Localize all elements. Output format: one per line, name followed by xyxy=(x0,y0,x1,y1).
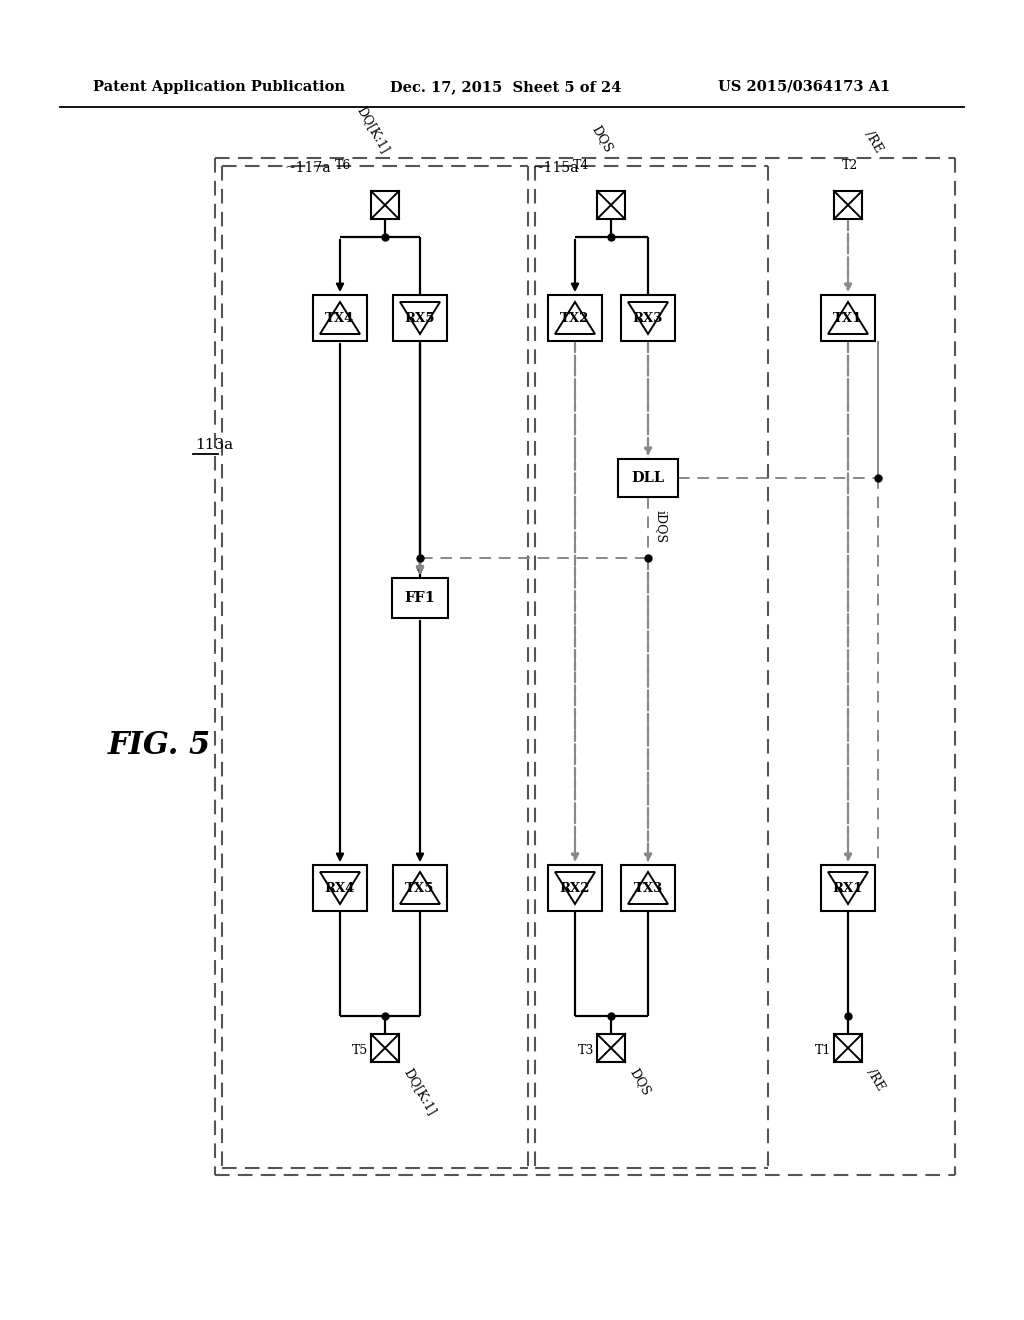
Bar xyxy=(548,294,602,341)
Text: TX4: TX4 xyxy=(326,312,354,325)
Text: TX1: TX1 xyxy=(834,312,862,325)
Text: T6: T6 xyxy=(335,158,351,172)
Bar xyxy=(597,1034,625,1063)
Bar xyxy=(834,1034,862,1063)
Text: T4: T4 xyxy=(573,158,590,172)
Text: /RE: /RE xyxy=(864,1067,887,1093)
Bar xyxy=(313,294,367,341)
Text: TX2: TX2 xyxy=(560,312,590,325)
Bar xyxy=(392,578,449,618)
Bar xyxy=(618,459,678,498)
Bar xyxy=(597,191,625,219)
Bar xyxy=(821,294,874,341)
Text: ~115a: ~115a xyxy=(534,161,580,176)
Bar xyxy=(371,1034,399,1063)
Bar xyxy=(393,294,447,341)
Text: 113a: 113a xyxy=(195,438,233,451)
Text: RX4: RX4 xyxy=(325,882,355,895)
Text: US 2015/0364173 A1: US 2015/0364173 A1 xyxy=(718,81,890,94)
Text: RX1: RX1 xyxy=(833,882,863,895)
Bar xyxy=(621,294,675,341)
Text: DQ[K:1]: DQ[K:1] xyxy=(401,1067,438,1118)
Text: TX5: TX5 xyxy=(406,882,434,895)
Text: TX3: TX3 xyxy=(634,882,663,895)
Text: FIG. 5: FIG. 5 xyxy=(108,730,211,760)
Text: Patent Application Publication: Patent Application Publication xyxy=(93,81,345,94)
Bar xyxy=(548,865,602,911)
Text: T1: T1 xyxy=(815,1044,831,1056)
Text: RX5: RX5 xyxy=(404,312,435,325)
Bar xyxy=(621,865,675,911)
Text: T2: T2 xyxy=(842,158,858,172)
Text: DQ[K:1]: DQ[K:1] xyxy=(354,103,391,154)
Text: iDQS: iDQS xyxy=(654,511,667,544)
Bar xyxy=(821,865,874,911)
Text: RX3: RX3 xyxy=(633,312,664,325)
Bar xyxy=(371,191,399,219)
Text: /RE: /RE xyxy=(862,128,885,154)
Text: Dec. 17, 2015  Sheet 5 of 24: Dec. 17, 2015 Sheet 5 of 24 xyxy=(390,81,622,94)
Bar xyxy=(313,865,367,911)
Text: DLL: DLL xyxy=(632,471,665,484)
Text: DQS: DQS xyxy=(627,1067,652,1098)
Text: T3: T3 xyxy=(578,1044,594,1056)
Text: RX2: RX2 xyxy=(560,882,590,895)
Bar xyxy=(393,865,447,911)
Bar xyxy=(834,191,862,219)
Text: FF1: FF1 xyxy=(404,591,435,605)
Text: T5: T5 xyxy=(352,1044,368,1056)
Text: ~117a: ~117a xyxy=(285,161,332,176)
Text: DQS: DQS xyxy=(589,123,614,154)
